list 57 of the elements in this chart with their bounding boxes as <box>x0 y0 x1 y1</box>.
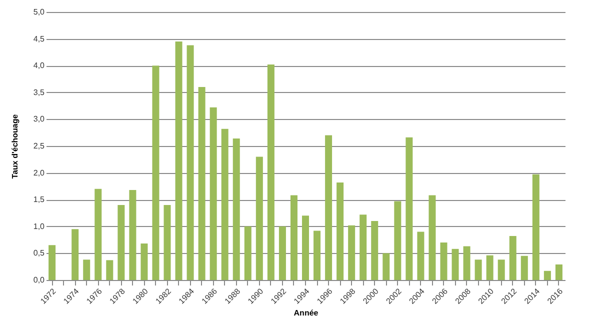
bar <box>371 221 378 280</box>
bar <box>474 260 482 280</box>
bar <box>232 138 240 280</box>
bar <box>164 204 171 280</box>
bar <box>198 87 206 280</box>
bar <box>382 253 390 280</box>
bar <box>394 201 402 280</box>
bar <box>360 214 367 280</box>
y-tick-label: 2,5 <box>33 142 46 150</box>
bar <box>72 229 79 280</box>
bar <box>509 236 516 280</box>
bar <box>314 230 321 280</box>
bar <box>152 66 160 280</box>
bar <box>175 41 182 280</box>
y-axis-title: Taux d'échouage <box>10 114 20 179</box>
y-tick-label: 4,0 <box>33 61 46 70</box>
y-tick-label: 1,5 <box>33 195 46 204</box>
y-tick-label: 3,0 <box>33 114 46 124</box>
bar <box>210 107 217 280</box>
bar <box>48 245 56 280</box>
bar <box>498 260 505 280</box>
bar <box>129 190 136 280</box>
bar <box>83 260 90 280</box>
y-tick-label: 0,5 <box>33 248 46 258</box>
bar <box>544 270 551 280</box>
bar <box>486 255 494 280</box>
bar <box>417 232 424 280</box>
x-axis-title: Année <box>294 308 319 318</box>
bar <box>406 137 413 280</box>
bar <box>94 188 102 280</box>
bar <box>440 242 448 280</box>
bar <box>278 226 286 280</box>
bar <box>520 256 528 280</box>
y-tick-label: 3,5 <box>33 88 46 97</box>
bar <box>452 248 459 280</box>
bar <box>428 195 436 280</box>
bar <box>267 64 274 280</box>
bar <box>532 174 540 280</box>
bar <box>348 225 356 280</box>
bar <box>118 204 125 280</box>
bar <box>463 246 470 280</box>
bar <box>140 244 148 280</box>
bar <box>336 182 344 280</box>
y-tick-label: 0,0 <box>33 276 46 284</box>
bar <box>256 156 263 280</box>
bar <box>106 260 114 280</box>
bar <box>221 128 228 280</box>
bar <box>302 216 309 280</box>
y-tick-label: 5,0 <box>33 8 46 16</box>
y-tick-label: 4,5 <box>33 34 46 44</box>
bar <box>555 264 562 280</box>
bar <box>290 195 298 280</box>
bar <box>325 135 332 280</box>
bar <box>186 45 194 280</box>
y-tick-label: 1,0 <box>33 222 46 231</box>
bar <box>244 226 252 280</box>
y-tick-label: 2,0 <box>33 168 46 178</box>
